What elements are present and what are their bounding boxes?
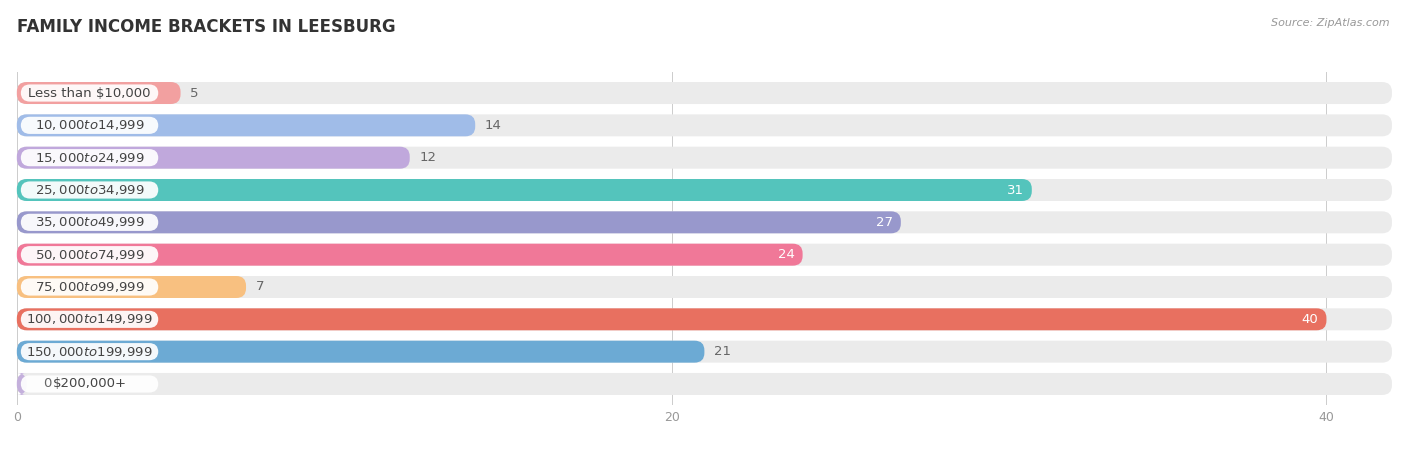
FancyBboxPatch shape: [17, 179, 1392, 201]
FancyBboxPatch shape: [17, 341, 704, 363]
FancyBboxPatch shape: [17, 243, 803, 266]
FancyBboxPatch shape: [17, 373, 27, 395]
FancyBboxPatch shape: [17, 147, 409, 169]
Text: $50,000 to $74,999: $50,000 to $74,999: [35, 248, 145, 261]
FancyBboxPatch shape: [21, 279, 159, 296]
FancyBboxPatch shape: [17, 147, 1392, 169]
Text: $100,000 to $149,999: $100,000 to $149,999: [27, 312, 153, 326]
FancyBboxPatch shape: [21, 117, 159, 134]
Text: $75,000 to $99,999: $75,000 to $99,999: [35, 280, 145, 294]
FancyBboxPatch shape: [17, 276, 1392, 298]
FancyBboxPatch shape: [21, 375, 159, 392]
FancyBboxPatch shape: [21, 181, 159, 198]
FancyBboxPatch shape: [17, 243, 1392, 266]
FancyBboxPatch shape: [17, 212, 1392, 234]
FancyBboxPatch shape: [17, 308, 1326, 330]
Text: 27: 27: [876, 216, 893, 229]
FancyBboxPatch shape: [17, 276, 246, 298]
FancyBboxPatch shape: [21, 343, 159, 360]
FancyBboxPatch shape: [17, 114, 1392, 136]
FancyBboxPatch shape: [17, 82, 1392, 104]
Text: Less than $10,000: Less than $10,000: [28, 86, 150, 99]
Text: 40: 40: [1302, 313, 1319, 326]
Text: 14: 14: [485, 119, 502, 132]
FancyBboxPatch shape: [17, 82, 180, 104]
Text: 7: 7: [256, 280, 264, 293]
Text: $25,000 to $34,999: $25,000 to $34,999: [35, 183, 145, 197]
Text: $200,000+: $200,000+: [52, 378, 127, 391]
Text: 5: 5: [190, 86, 198, 99]
Text: FAMILY INCOME BRACKETS IN LEESBURG: FAMILY INCOME BRACKETS IN LEESBURG: [17, 18, 395, 36]
Text: 0: 0: [44, 378, 52, 391]
FancyBboxPatch shape: [17, 179, 1032, 201]
Text: $150,000 to $199,999: $150,000 to $199,999: [27, 345, 153, 359]
FancyBboxPatch shape: [17, 212, 901, 234]
Text: $15,000 to $24,999: $15,000 to $24,999: [35, 151, 145, 165]
Text: 12: 12: [419, 151, 436, 164]
FancyBboxPatch shape: [17, 114, 475, 136]
Text: $10,000 to $14,999: $10,000 to $14,999: [35, 118, 145, 132]
Text: 24: 24: [778, 248, 794, 261]
FancyBboxPatch shape: [17, 373, 1392, 395]
FancyBboxPatch shape: [21, 149, 159, 166]
Text: 21: 21: [714, 345, 731, 358]
FancyBboxPatch shape: [21, 85, 159, 102]
FancyBboxPatch shape: [21, 214, 159, 231]
FancyBboxPatch shape: [21, 246, 159, 263]
Text: 31: 31: [1007, 184, 1024, 197]
FancyBboxPatch shape: [21, 311, 159, 328]
FancyBboxPatch shape: [17, 341, 1392, 363]
FancyBboxPatch shape: [17, 308, 1392, 330]
Text: $35,000 to $49,999: $35,000 to $49,999: [35, 216, 145, 230]
Text: Source: ZipAtlas.com: Source: ZipAtlas.com: [1271, 18, 1389, 28]
